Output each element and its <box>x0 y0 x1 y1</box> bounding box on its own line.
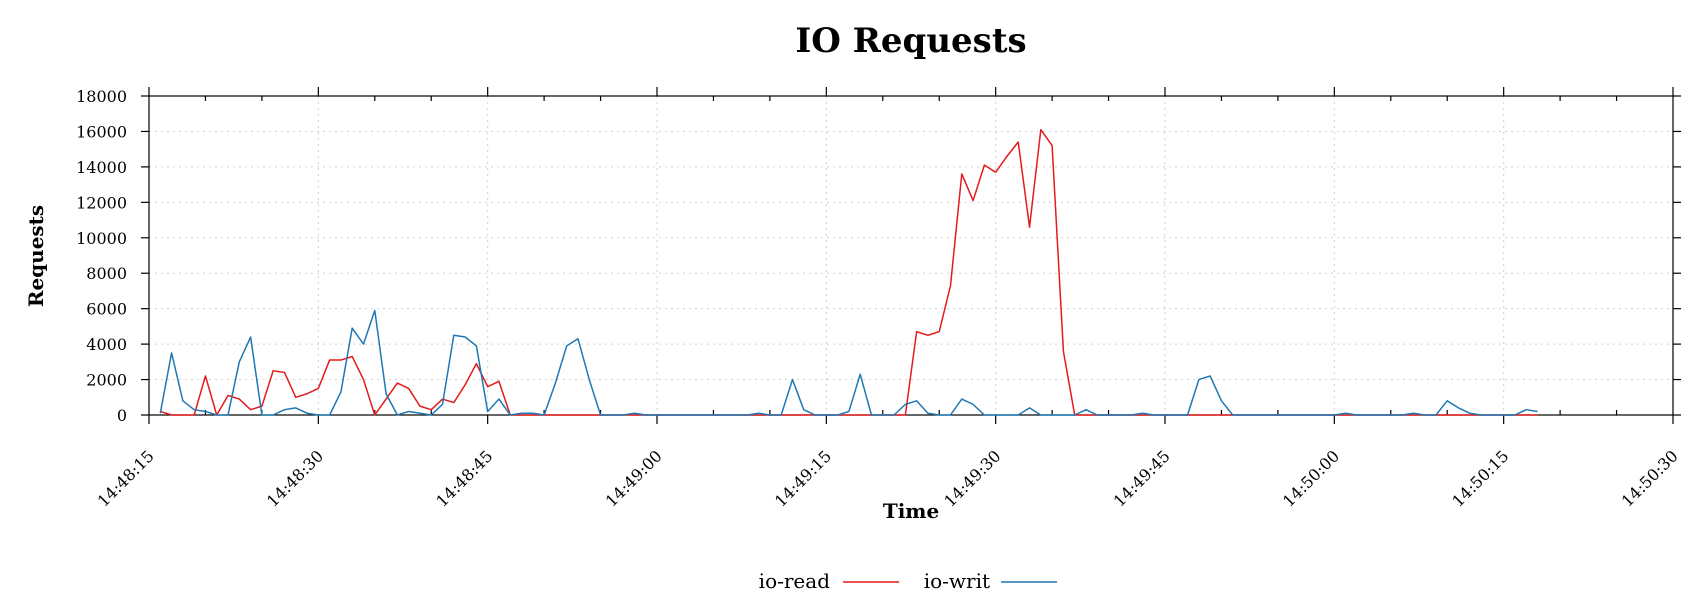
series-line-io-read <box>160 128 1538 416</box>
y-tick-label: 12000 <box>76 193 127 212</box>
legend-label-io-read: io-read <box>759 569 831 593</box>
x-tick-label: 14:50:00 <box>1279 446 1343 510</box>
x-tick-label: 14:49:30 <box>940 446 1004 510</box>
series-line-io-writ <box>159 309 1538 416</box>
x-tick-label: 14:49:45 <box>1110 446 1174 510</box>
axis-ticks <box>141 87 1681 424</box>
y-tick-label: 2000 <box>86 371 127 390</box>
y-tick-label: 16000 <box>76 122 127 141</box>
x-tick-label: 14:48:30 <box>263 446 327 510</box>
y-tick-label: 4000 <box>86 335 127 354</box>
x-tick-label: 14:49:00 <box>602 446 666 510</box>
series-lines <box>159 128 1538 416</box>
y-tick-label: 10000 <box>76 229 127 248</box>
plot-frame <box>148 95 1674 416</box>
y-tick-label: 14000 <box>76 158 127 177</box>
chart-title: IO Requests <box>795 21 1026 61</box>
y-tick-labels: 0 2000 4000 6000 8000 10000 12000 14000 16000 180… <box>76 87 127 425</box>
y-tick-label: 18000 <box>76 87 127 106</box>
x-tick-label: 14:50:15 <box>1448 446 1512 510</box>
x-tick-label: 14:48:15 <box>94 446 158 510</box>
y-axis-label: Requests <box>24 205 48 307</box>
y-tick-label: 8000 <box>86 264 127 283</box>
x-tick-label: 14:49:15 <box>771 446 835 510</box>
legend: io-read io-writ <box>759 569 1057 593</box>
y-tick-label: 0 <box>117 406 127 425</box>
grid-lines <box>149 96 1673 415</box>
x-tick-label: 14:48:45 <box>432 446 496 510</box>
x-axis-label: Time <box>883 499 939 523</box>
y-tick-label: 6000 <box>86 300 127 319</box>
x-tick-label: 14:50:30 <box>1618 446 1682 510</box>
legend-label-io-writ: io-writ <box>924 569 990 593</box>
